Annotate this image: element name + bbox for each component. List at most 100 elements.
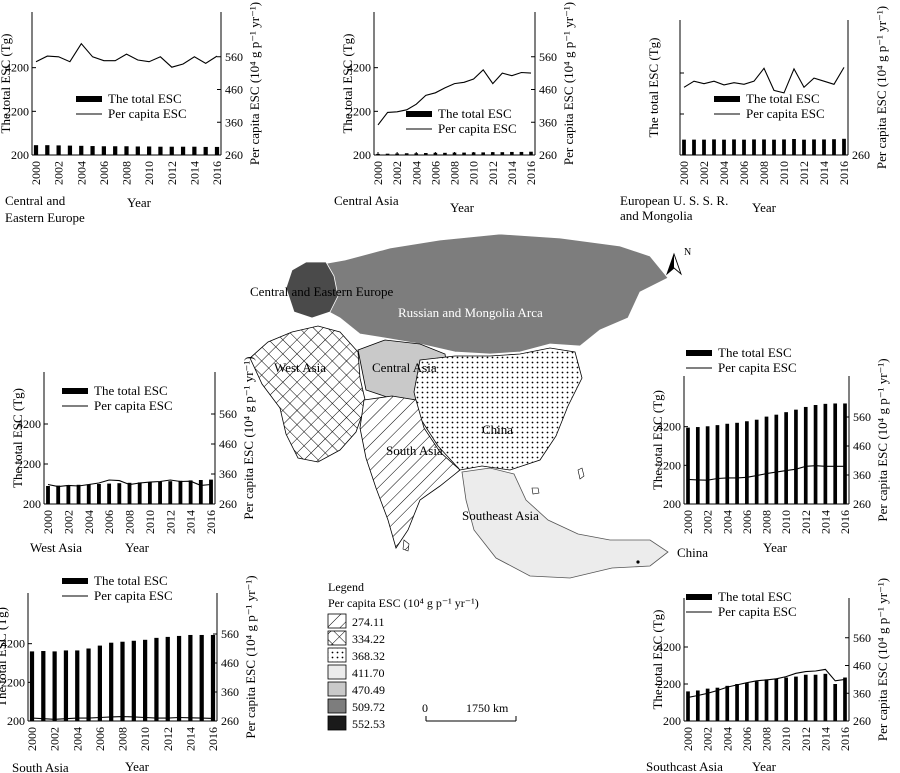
bar-2011	[154, 637, 159, 721]
x-tick-label: 2008	[116, 727, 130, 751]
bar-2004	[722, 139, 726, 155]
y-tick-label: 200	[663, 497, 681, 511]
x-tick-label: 2002	[61, 510, 75, 534]
north-arrow-half	[667, 254, 674, 274]
x-tick-label: 2008	[123, 510, 137, 534]
bar-2015	[198, 480, 203, 504]
legend-label-per-capita: Per capita ESC	[718, 604, 797, 619]
y-axis-title: The total ESC (Tg)	[340, 33, 355, 133]
x-tick-label: 2012	[163, 510, 177, 534]
map-label-russia: Russian and Mongolia Arca	[398, 305, 543, 320]
y2-tick-label: 460	[853, 439, 871, 453]
bar-2000	[29, 651, 35, 721]
x-tick-label: 2014	[818, 727, 832, 751]
bar-2006	[742, 139, 746, 155]
bar-2016	[843, 403, 847, 504]
bar-2011	[158, 481, 162, 504]
x-tick-label: 2012	[161, 727, 175, 751]
y2-tick-label: 560	[853, 410, 871, 424]
bar-2012	[169, 146, 174, 155]
legend-label-total: The total ESC	[718, 589, 792, 604]
bar-2006	[745, 683, 749, 721]
bar-2004	[725, 685, 730, 721]
x-tick-label: 2004	[409, 161, 423, 185]
bar-2012	[802, 139, 806, 155]
y2-tick-label: 460	[221, 656, 239, 670]
x-tick-label: 2010	[779, 510, 793, 534]
x-axis-title: Year	[752, 200, 777, 215]
bar-2001	[41, 651, 46, 721]
y-tick-label: 4200	[1, 637, 25, 651]
bar-2004	[86, 484, 91, 504]
bar-2016	[214, 146, 220, 155]
x-tick-label: 2016	[204, 510, 218, 534]
x-axis-title: Year	[450, 200, 475, 215]
bar-2006	[97, 645, 102, 721]
legend-label-per-capita: Per capita ESC	[438, 121, 517, 136]
bar-2004	[725, 423, 730, 504]
bar-2008	[762, 139, 766, 155]
y-axis-title: The total ESC (Tg)	[646, 37, 661, 137]
bar-2013	[813, 674, 818, 721]
bar-2001	[692, 139, 696, 155]
x-tick-label: 2008	[760, 510, 774, 534]
bar-2013	[812, 139, 816, 155]
x-tick-label: 2006	[740, 510, 754, 534]
bar-2009	[462, 152, 466, 155]
bar-2016	[842, 138, 846, 155]
legend-bar-swatch	[406, 111, 432, 117]
bar-2003	[67, 145, 73, 155]
bar-2007	[109, 642, 114, 721]
bar-2009	[772, 139, 776, 155]
chart-panel-1: 200 2200 4200 260 360 460 560 2000 2002 2004 2006 2…	[334, 2, 576, 215]
x-tick-label: 2014	[505, 161, 519, 185]
y-axis-title: The total ESC (Tg)	[650, 609, 665, 709]
bar-2002	[56, 145, 61, 155]
bar-2001	[385, 153, 390, 155]
bar-2007	[443, 152, 447, 155]
bar-2004	[75, 650, 80, 721]
map-region-southeast-asia	[461, 467, 669, 579]
x-tick-label: 2004	[70, 727, 84, 751]
bar-2007	[113, 146, 118, 155]
x-tick-label: 2002	[701, 510, 715, 534]
bar-2011	[481, 152, 485, 155]
bar-2009	[135, 146, 140, 155]
y-tick-label: 2200	[5, 104, 29, 118]
map-legend: Legend Per capita ESC (10⁴ g p⁻¹ yr⁻¹) 2…	[327, 580, 479, 731]
legend-bar-swatch	[714, 96, 740, 102]
y2-axis-title: Per capita ESC (10⁴ g p⁻¹ yr⁻¹)	[875, 578, 890, 741]
y2-tick-label: 360	[539, 115, 557, 129]
x-tick-label: 2014	[184, 510, 198, 534]
y-axis-title: The total ESC (Tg)	[650, 390, 665, 490]
x-tick-label: 2012	[797, 161, 811, 185]
region-caption: and Mongolia	[620, 208, 693, 223]
x-tick-label: 2004	[720, 727, 734, 751]
region-caption: Eastern Europe	[5, 210, 85, 225]
legend-bar-swatch	[62, 388, 88, 394]
legend-label-total: The total ESC	[438, 106, 512, 121]
x-tick-label: 2004	[720, 510, 734, 534]
bar-2016	[210, 634, 216, 721]
x-tick-label: 2016	[838, 510, 852, 534]
bar-2005	[735, 422, 739, 504]
bar-2015	[519, 151, 524, 155]
x-tick-label: 2008	[448, 161, 462, 185]
bar-2005	[732, 139, 736, 155]
y2-axis-title: Per capita ESC (10⁴ g p⁻¹ yr⁻¹)	[243, 575, 258, 738]
x-tick-label: 2004	[82, 510, 96, 534]
x-tick-label: 2010	[138, 727, 152, 751]
bar-2015	[833, 684, 838, 721]
y2-axis-title: Per capita ESC (10⁴ g p⁻¹ yr⁻¹)	[561, 2, 576, 165]
legend-bar-swatch	[76, 96, 102, 102]
north-arrow-label: N	[684, 247, 691, 258]
legend-swatch-5	[327, 698, 347, 714]
bar-2002	[705, 426, 710, 504]
bar-2014	[823, 673, 828, 721]
y2-tick-label: 460	[225, 83, 243, 97]
map-region-west-asia	[249, 325, 367, 463]
legend-item-label-4: 470.49	[352, 683, 385, 697]
x-tick-label: 2016	[524, 161, 538, 185]
chart-panel-0: 200 2200 4200 260 360 460 560 2000 2002 2004 2006 2…	[0, 2, 262, 225]
